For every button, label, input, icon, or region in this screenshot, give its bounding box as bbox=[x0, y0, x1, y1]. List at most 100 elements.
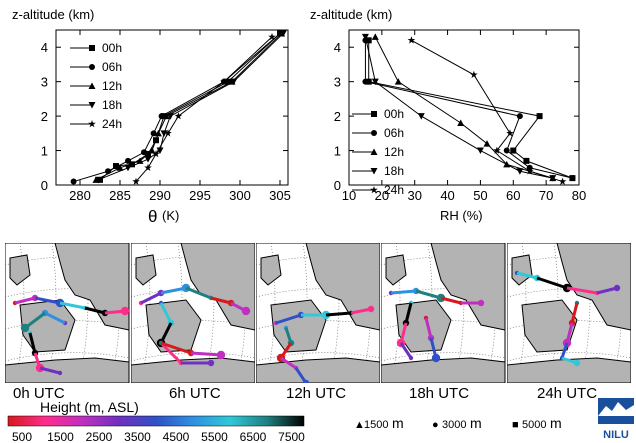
map-gridline bbox=[256, 352, 380, 362]
map-land-isles bbox=[135, 254, 157, 286]
trajectory-segment bbox=[28, 332, 37, 354]
trajectory-segment bbox=[160, 341, 192, 355]
point-24h bbox=[407, 36, 416, 44]
size-legend-marker: ▲ bbox=[354, 419, 365, 431]
legend-label-12h: 12h bbox=[384, 145, 404, 159]
point-24h bbox=[558, 177, 567, 185]
trajectory-segment bbox=[424, 317, 433, 339]
trajectory-segment bbox=[596, 286, 618, 295]
rh-profile-chart: z-altitude (km) 10 20 30 40 50 60 70 80 0 1 2 3 4 00… bbox=[310, 7, 586, 223]
trajectory-segment bbox=[190, 351, 222, 357]
trajectory-segment bbox=[429, 337, 438, 359]
legend-label-24h: 24h bbox=[384, 183, 404, 197]
map-gridline bbox=[422, 243, 433, 383]
map-land-iberia bbox=[270, 299, 327, 353]
point-00h bbox=[523, 157, 530, 164]
x-tick-label: 295 bbox=[189, 188, 211, 203]
trajectory-segment bbox=[350, 307, 372, 315]
theta-ylabel: z-altitude (km) bbox=[12, 7, 94, 22]
trajectory-segment bbox=[230, 301, 247, 313]
trajectory-segment bbox=[159, 341, 183, 365]
trajectory-segment bbox=[566, 286, 598, 295]
map-panel bbox=[5, 243, 130, 383]
point-18h bbox=[230, 78, 238, 86]
colorbar-tick-label: 2500 bbox=[86, 430, 113, 443]
y-tick-label: 1 bbox=[41, 144, 48, 159]
legend-label-06h: 06h bbox=[102, 60, 122, 74]
y-tick-label: 4 bbox=[41, 40, 48, 55]
trajectory-segment bbox=[325, 311, 352, 317]
panel-time-label: 12h UTC bbox=[286, 385, 346, 402]
legend-label-18h: 18h bbox=[384, 164, 404, 178]
legend-marker-00h bbox=[371, 111, 377, 117]
legend-label-00h: 00h bbox=[102, 41, 122, 55]
x-tick-label: 290 bbox=[149, 188, 171, 203]
x-tick-label: 20 bbox=[375, 188, 389, 203]
size-legend-unit: m bbox=[550, 415, 562, 431]
x-tick-label: 10 bbox=[342, 188, 356, 203]
point-24h bbox=[220, 77, 228, 85]
trajectory-segment bbox=[399, 322, 408, 344]
point-12h bbox=[162, 112, 170, 120]
point-12h bbox=[148, 147, 156, 154]
map-land-europe bbox=[556, 243, 631, 331]
map-gridline bbox=[131, 352, 255, 362]
legend-marker-18h bbox=[88, 102, 96, 109]
trajectory-segment bbox=[440, 296, 462, 305]
series-line-12h bbox=[95, 33, 282, 181]
point-06h bbox=[516, 113, 523, 120]
colorbar-tick-label: 7500 bbox=[278, 430, 305, 443]
colorbar-title: Height (m, ASL) bbox=[40, 399, 139, 415]
point-18h bbox=[279, 30, 287, 37]
point-24h bbox=[493, 146, 501, 154]
nilu-logo: NILU bbox=[598, 398, 634, 441]
trajectory-segment bbox=[185, 286, 212, 300]
trajectory-segment bbox=[516, 271, 538, 280]
series-line-06h bbox=[364, 40, 573, 179]
x-tick-label: 70 bbox=[539, 188, 553, 203]
trajectory-segment bbox=[33, 352, 42, 369]
series-line-00h bbox=[99, 33, 281, 181]
point-18h bbox=[160, 130, 168, 137]
point-18h bbox=[516, 168, 524, 175]
theta-xlabel-symbol: θ bbox=[148, 207, 157, 226]
trajectory-segment bbox=[39, 366, 61, 375]
point-06h bbox=[150, 130, 157, 137]
legend-marker-12h bbox=[370, 148, 378, 155]
map-gridline bbox=[172, 243, 183, 383]
map-land-africa bbox=[256, 357, 380, 383]
colorbar-tick-label: 500 bbox=[12, 430, 32, 443]
series-line-00h bbox=[368, 40, 573, 179]
point-12h bbox=[371, 33, 379, 40]
trajectory-segment bbox=[104, 309, 126, 315]
trajectory-segment bbox=[160, 286, 187, 295]
size-legend-unit: m bbox=[470, 415, 482, 431]
trajectory-segment bbox=[280, 356, 297, 370]
trajectory-segment bbox=[24, 311, 46, 330]
trajectory-segment bbox=[560, 342, 569, 359]
point-24h bbox=[144, 163, 152, 171]
point-18h bbox=[371, 78, 379, 86]
legend-marker-06h bbox=[89, 64, 95, 70]
legend-marker-00h bbox=[89, 45, 95, 51]
point-24h bbox=[525, 167, 534, 175]
legend-marker-06h bbox=[371, 130, 377, 136]
size-legend-value: 1500 bbox=[364, 419, 388, 431]
point-18h bbox=[166, 113, 174, 120]
panel-time-label: 6h UTC bbox=[169, 385, 221, 402]
y-tick-label: 3 bbox=[41, 75, 48, 90]
x-tick-label: 40 bbox=[440, 188, 454, 203]
x-tick-label: 280 bbox=[69, 188, 91, 203]
x-tick-label: 80 bbox=[572, 188, 586, 203]
trajectory-segment bbox=[279, 342, 293, 359]
trajectory-segment bbox=[44, 311, 66, 325]
point-00h bbox=[510, 147, 517, 154]
point-12h bbox=[154, 129, 162, 137]
point-00h bbox=[365, 37, 372, 44]
series-line-12h bbox=[374, 36, 553, 179]
series-line-06h bbox=[73, 33, 281, 183]
map-panel bbox=[131, 243, 255, 383]
trajectory-segment bbox=[294, 367, 308, 383]
point-24h bbox=[132, 177, 140, 185]
